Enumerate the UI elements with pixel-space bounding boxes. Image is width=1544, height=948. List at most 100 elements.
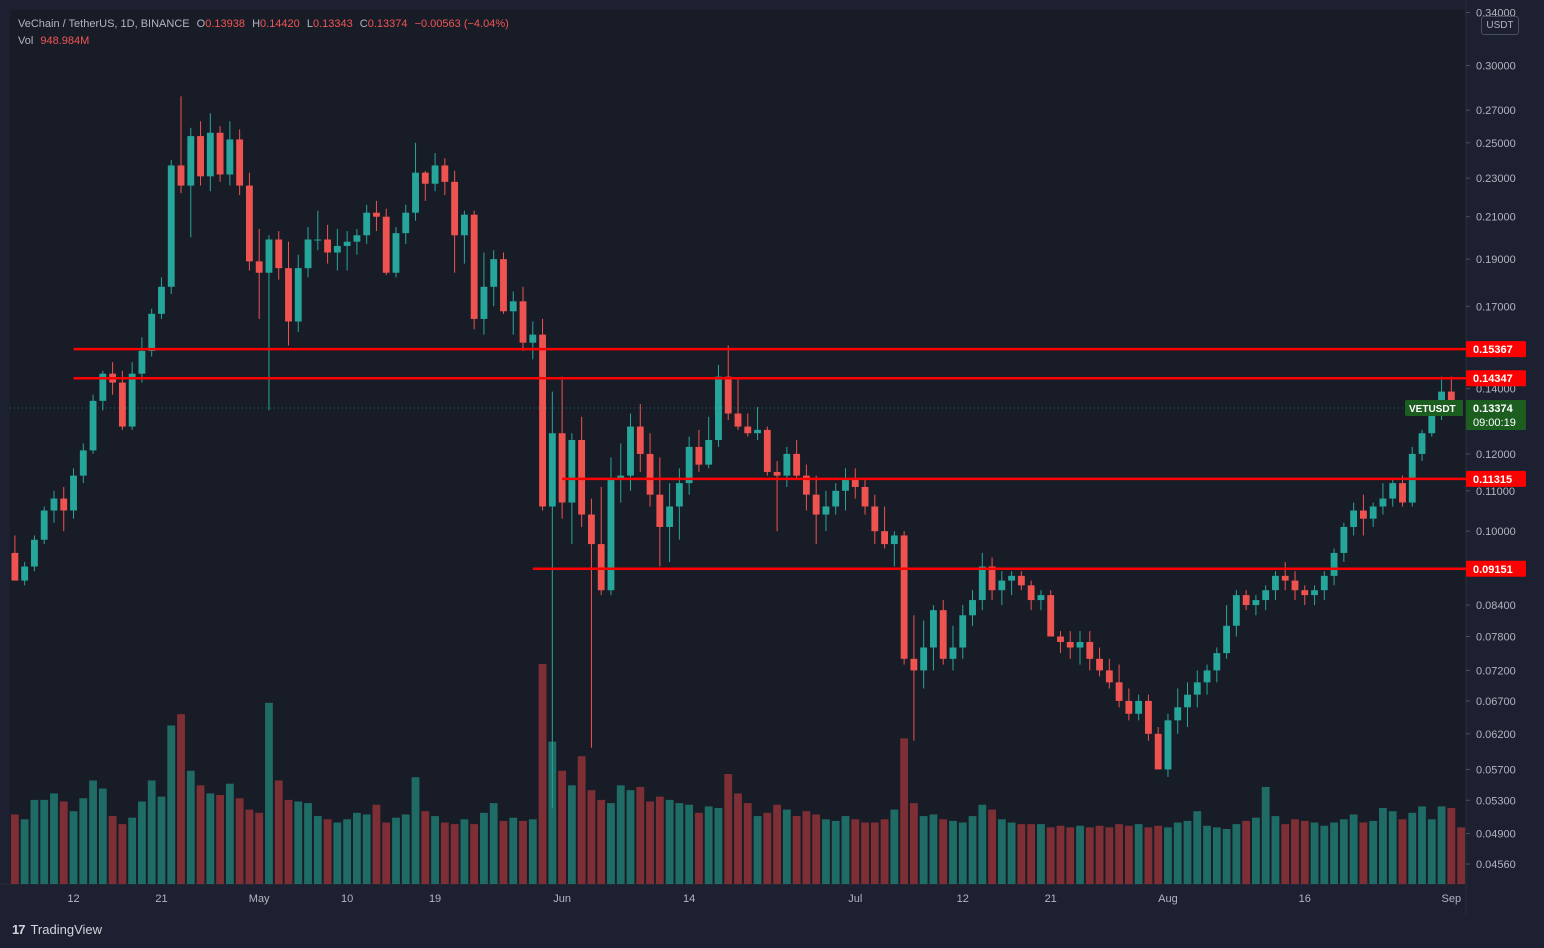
candle-body bbox=[275, 239, 283, 269]
volume-bar bbox=[1222, 829, 1231, 884]
price-tick-label: 0.07800 bbox=[1476, 631, 1516, 643]
volume-bar bbox=[499, 820, 508, 884]
candle-body bbox=[333, 245, 341, 253]
volume-bar bbox=[40, 799, 49, 884]
candle-body bbox=[343, 241, 351, 246]
volume-bar bbox=[597, 799, 606, 884]
volume-bar bbox=[216, 795, 225, 884]
volume-bar bbox=[1037, 824, 1045, 884]
candles bbox=[11, 96, 1455, 809]
level-price-badge-label: 0.15367 bbox=[1473, 344, 1513, 356]
candle-body bbox=[509, 301, 517, 312]
candle-body bbox=[382, 216, 390, 273]
volume-bar bbox=[929, 814, 938, 884]
time-tick-label: Aug bbox=[1158, 893, 1178, 905]
volume-bar bbox=[1173, 822, 1182, 884]
volume-bar bbox=[1437, 806, 1446, 884]
candle-body bbox=[402, 212, 410, 234]
tradingview-brand[interactable]: 17 TradingView bbox=[12, 922, 102, 937]
candle-body bbox=[930, 610, 937, 648]
candle-body bbox=[265, 239, 273, 273]
close-value: 0.13374 bbox=[367, 18, 408, 30]
time-tick-label: 12 bbox=[67, 893, 79, 905]
level-price-badge-label: 0.11315 bbox=[1473, 474, 1512, 486]
candle-body bbox=[11, 552, 19, 581]
volume-bar bbox=[548, 741, 557, 884]
symbol-title[interactable]: VeChain / TetherUS, 1D, BINANCE bbox=[18, 18, 190, 30]
volume-bar bbox=[792, 816, 801, 884]
volume-bar bbox=[1418, 806, 1426, 884]
time-tick-label: Jul bbox=[848, 893, 862, 905]
candle-body bbox=[1193, 682, 1201, 695]
candle-body bbox=[1008, 575, 1016, 581]
volume-bar bbox=[460, 819, 469, 884]
volume-bar bbox=[587, 790, 596, 884]
candle-body bbox=[431, 165, 439, 184]
volume-bar bbox=[313, 816, 322, 884]
candle-body bbox=[1174, 707, 1182, 721]
volume-bar bbox=[128, 817, 137, 884]
volume-bar bbox=[958, 822, 967, 884]
volume-bar bbox=[1164, 827, 1172, 884]
candle-body bbox=[216, 132, 224, 175]
volume-bar bbox=[1379, 807, 1387, 884]
candle-body bbox=[421, 172, 429, 184]
low-label: L bbox=[306, 18, 313, 30]
candle-body bbox=[832, 490, 840, 507]
volume-bar bbox=[450, 824, 459, 884]
candle-body bbox=[1086, 641, 1094, 659]
volume-bar bbox=[1251, 817, 1260, 884]
volume-bar bbox=[431, 816, 439, 884]
currency-selector[interactable]: USDT bbox=[1481, 16, 1519, 35]
open-label: O bbox=[196, 18, 206, 30]
candle-body bbox=[675, 483, 683, 507]
candle-body bbox=[656, 494, 664, 527]
candle-body bbox=[1154, 733, 1162, 770]
volume-bar bbox=[1066, 827, 1075, 884]
candle-body bbox=[1076, 641, 1084, 648]
volume-bar bbox=[392, 817, 400, 884]
candle-body bbox=[705, 440, 713, 465]
candle-body bbox=[255, 261, 263, 273]
candle-body bbox=[724, 376, 732, 414]
high-label: H bbox=[252, 18, 261, 30]
candle-body bbox=[1017, 575, 1025, 586]
volume-bar bbox=[1310, 822, 1319, 884]
volume-bar bbox=[1291, 819, 1299, 884]
candle-body bbox=[167, 165, 175, 287]
volume-bar bbox=[841, 816, 850, 884]
candlestick-chart[interactable]: 0.340000.300000.270000.250000.230000.210… bbox=[0, 0, 1544, 914]
volume-bar bbox=[616, 785, 625, 884]
volume-bar bbox=[509, 817, 518, 884]
volume-bar bbox=[704, 806, 713, 884]
candle-body bbox=[50, 498, 58, 511]
candle-body bbox=[773, 471, 781, 476]
volume-bar bbox=[1095, 825, 1104, 884]
candle-body bbox=[617, 475, 625, 480]
volume-bar bbox=[1193, 811, 1202, 884]
volume-bar bbox=[79, 798, 88, 884]
candle-body bbox=[1057, 636, 1064, 642]
candle-body bbox=[324, 239, 332, 253]
candle-body bbox=[959, 615, 967, 648]
candle-body bbox=[1340, 526, 1348, 553]
volume-bar bbox=[743, 803, 752, 884]
candle-body bbox=[1115, 682, 1123, 701]
candle-body bbox=[470, 214, 478, 319]
volume-bar bbox=[870, 822, 879, 884]
candle-body bbox=[226, 139, 234, 175]
volume-bar bbox=[50, 793, 58, 884]
candle-body bbox=[1135, 700, 1143, 714]
legend-volume-row: Vol 948.984M bbox=[18, 33, 509, 50]
candle-body bbox=[1184, 694, 1191, 708]
footer-bar bbox=[0, 914, 1544, 948]
candle-body bbox=[1330, 552, 1338, 576]
volume-bar bbox=[470, 824, 479, 884]
candle-body bbox=[21, 566, 29, 581]
volume-bar bbox=[59, 801, 68, 884]
volume-bar bbox=[362, 814, 371, 884]
candle-body bbox=[890, 535, 898, 545]
time-axis: 12 21 May 10 19 Jun 14 Jul 12 21 Aug 16 Sep bbox=[67, 893, 1461, 905]
price-tick-label: 0.17000 bbox=[1476, 301, 1516, 313]
volume-bar bbox=[988, 809, 996, 884]
